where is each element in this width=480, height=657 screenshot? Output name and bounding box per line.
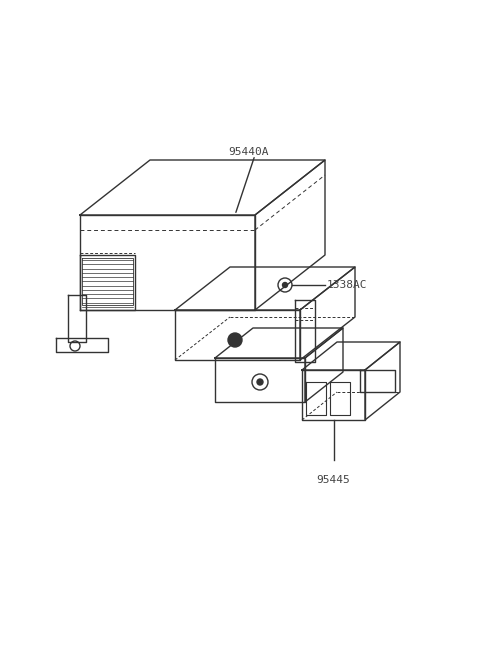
Text: 95445: 95445 bbox=[317, 475, 350, 485]
Text: 95440A: 95440A bbox=[228, 147, 268, 157]
Circle shape bbox=[228, 333, 242, 347]
Text: 1338AC: 1338AC bbox=[327, 280, 368, 290]
Circle shape bbox=[283, 283, 288, 288]
Circle shape bbox=[257, 379, 263, 385]
